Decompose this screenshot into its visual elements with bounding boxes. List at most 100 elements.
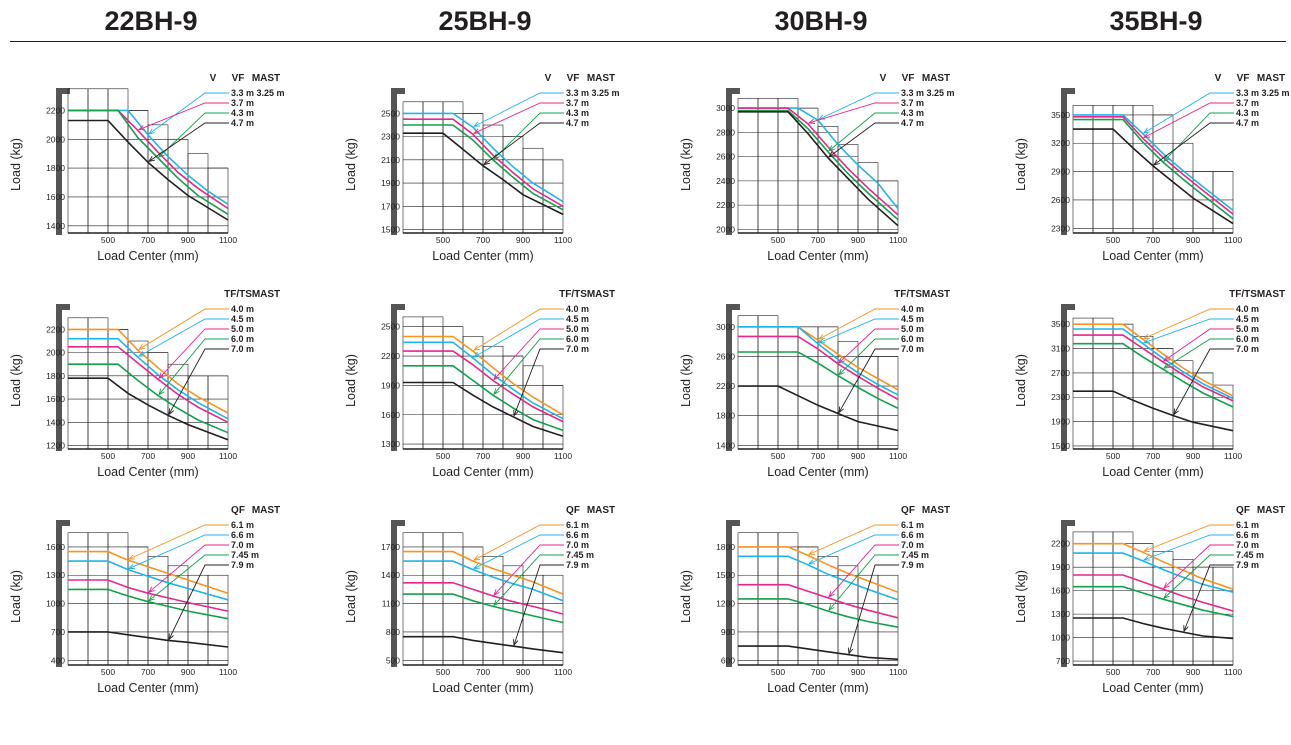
x-tick-label: 900: [516, 451, 530, 461]
leader-arrowhead: [1143, 127, 1150, 134]
leader-line: [1173, 348, 1234, 415]
x-tick-label: 1100: [1224, 667, 1243, 677]
grid-column: [187, 375, 209, 450]
x-tick-label: 500: [771, 451, 785, 461]
y-axis-title: Load (kg): [679, 354, 693, 407]
legend-label: 4.7 m: [566, 118, 589, 128]
y-axis-bracket: [1061, 520, 1075, 667]
mast-header: MAST: [1257, 73, 1285, 84]
leader-line: [1163, 328, 1234, 362]
leader-arrowhead: [828, 145, 835, 152]
legend-label: 7.9 m: [901, 560, 924, 570]
leader-line: [1163, 112, 1234, 162]
y-axis-bracket: [56, 88, 70, 235]
grid-column: [797, 326, 819, 450]
legend-label: 7.0 m: [1236, 344, 1259, 354]
leader-arrowhead: [1142, 338, 1151, 344]
y-tick-label: 2500: [381, 108, 400, 118]
y-axis-title: Load (kg): [344, 570, 358, 623]
series-line: [1073, 617, 1234, 640]
series-line: [1073, 342, 1234, 408]
leader-line: [848, 564, 899, 654]
y-tick-label: 1300: [1051, 609, 1070, 619]
y-tick-label: 2600: [716, 152, 735, 162]
grid-column: [837, 144, 859, 234]
leader-line: [828, 554, 899, 611]
mast-header: V: [1215, 73, 1222, 84]
leader-line: [513, 348, 564, 416]
leader-line: [1163, 338, 1234, 369]
y-axis-title: Load (kg): [1014, 354, 1028, 407]
y-tick-label: 800: [386, 627, 400, 637]
grid: [737, 98, 899, 234]
mast-header: QF: [566, 505, 580, 516]
series-line: [738, 351, 899, 410]
y-axis-bracket: [726, 520, 740, 667]
y-axis-title: Load (kg): [1014, 138, 1028, 191]
leader-line: [148, 544, 229, 593]
series-line: [738, 385, 899, 432]
series-line: [403, 635, 564, 654]
y-axis-bracket: [726, 304, 740, 451]
y-tick-label: 2100: [381, 155, 400, 165]
leader-line: [1163, 554, 1234, 599]
leader-arrowhead: [148, 586, 155, 593]
leader-arrowhead: [1163, 155, 1170, 162]
series-line: [403, 335, 564, 416]
leader-arrowhead: [138, 344, 145, 350]
leader-arrowhead: [1163, 582, 1170, 589]
y-tick-label: 700: [51, 627, 65, 637]
leader-line: [513, 564, 564, 646]
leader-line: [168, 348, 229, 415]
leader-arrowhead: [807, 118, 816, 124]
x-tick-label: 900: [1186, 235, 1200, 245]
leader-arrowhead: [838, 406, 845, 414]
mast-header: MAST: [252, 505, 280, 516]
legend-label: 7.0 m: [566, 344, 589, 354]
leader-line: [138, 102, 229, 131]
leader-line: [148, 92, 229, 135]
grid-column: [857, 356, 879, 450]
x-tick-label: 1100: [1224, 451, 1243, 461]
leader-line: [158, 112, 229, 158]
x-tick-label: 900: [851, 667, 865, 677]
y-tick-label: 1200: [716, 599, 735, 609]
legend-label: 4.0 m: [566, 304, 589, 314]
legend-label: 7.0 m: [901, 540, 924, 550]
x-tick-label: 500: [436, 451, 450, 461]
series-line: [68, 579, 229, 612]
y-tick-label: 1400: [716, 440, 735, 450]
y-tick-label: 2500: [381, 322, 400, 332]
chart-25bh-9-v-vf: 1500 1700 1900 2100 2300 2500 500 700 900 1100 Loa…: [344, 73, 620, 263]
mast-header: MAST: [1257, 505, 1285, 516]
grid-column: [1112, 531, 1134, 666]
x-tick-label: 700: [476, 451, 490, 461]
grid-column: [422, 101, 444, 234]
y-tick-label: 3100: [1051, 344, 1070, 354]
y-tick-label: 2300: [1051, 392, 1070, 402]
y-tick-label: 1300: [381, 439, 400, 449]
y-axis-title: Load (kg): [9, 570, 23, 623]
x-axis-title: Load Center (mm): [1102, 465, 1203, 479]
series-line: [738, 109, 899, 221]
leader-line: [493, 328, 564, 380]
series-line: [403, 118, 564, 207]
series-line: [738, 107, 899, 216]
y-tick-label: 2200: [716, 381, 735, 391]
legend-label: 4.5 m: [901, 314, 924, 324]
x-tick-label: 1100: [219, 667, 238, 677]
grid-column: [67, 317, 89, 450]
leader-arrowhead: [158, 388, 165, 396]
y-axis-bracket: [56, 520, 70, 667]
leader-line: [828, 122, 899, 158]
legend-label: 7.0 m: [566, 540, 589, 550]
chart-25bh-9-qf: 500 800 1100 1400 1700 500 700 900 1100 Load Cent…: [344, 505, 615, 695]
leader-line: [493, 544, 564, 596]
y-tick-label: 3000: [716, 322, 735, 332]
y-tick-label: 3500: [1051, 319, 1070, 329]
legend-label: 4.3 m: [231, 108, 254, 118]
mast-header: MAST: [922, 505, 950, 516]
grid-column: [87, 532, 109, 666]
grid-column: [67, 532, 89, 666]
y-tick-label: 1600: [46, 394, 65, 404]
